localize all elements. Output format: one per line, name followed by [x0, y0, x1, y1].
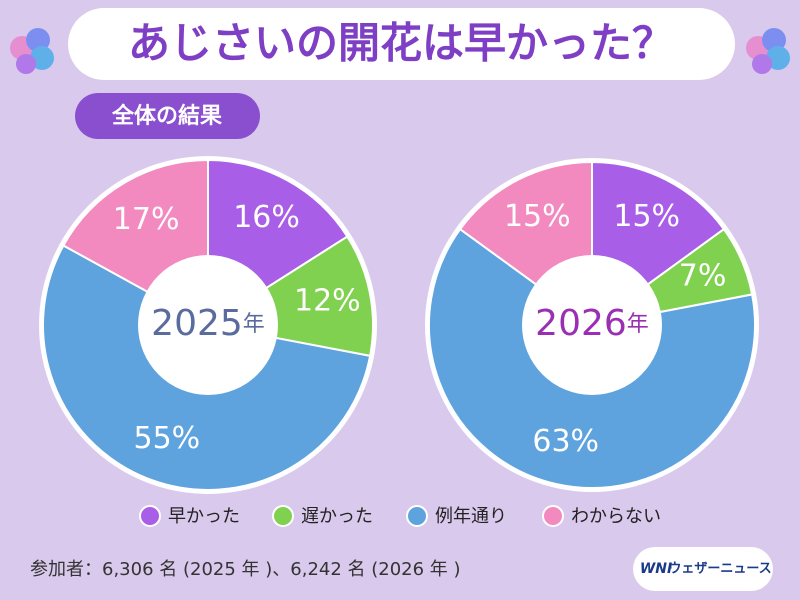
center-label: 2025年 [151, 303, 265, 344]
legend-label: 遅かった [301, 506, 373, 527]
legend-label: 例年通り [435, 506, 507, 527]
logo-pill [633, 547, 773, 591]
legend-label: 早かった [168, 506, 240, 527]
value-label: 15% [504, 199, 571, 234]
legend-swatch [542, 505, 564, 527]
value-label: 16% [233, 200, 300, 235]
title: あじさいの開花は早かった？ [128, 19, 674, 68]
subtitle: 全体の結果 [111, 103, 222, 129]
legend-swatch [272, 505, 294, 527]
logo-text: ウェザーニュース [668, 562, 771, 577]
legend-label: わからない [571, 506, 661, 527]
value-label: 15% [613, 199, 680, 234]
subtitle-pill [75, 93, 260, 139]
title-pill [68, 8, 735, 80]
legend-swatch [139, 505, 161, 527]
value-label: 17% [113, 202, 180, 237]
flower-right [746, 28, 790, 74]
value-label: 7% [679, 259, 727, 294]
pie-hole [138, 255, 278, 395]
pie-hole [522, 255, 662, 395]
footer: 参加者：6,306 名 (2025 年 )、6,242 名 (2026 年 ) [30, 559, 461, 580]
logo-mark: WNI [640, 561, 672, 577]
value-label: 12% [294, 284, 361, 319]
value-label: 63% [532, 424, 599, 459]
center-label: 2026年 [535, 303, 649, 344]
value-label: 55% [133, 421, 200, 456]
flower-left [10, 28, 54, 74]
legend-swatch [406, 505, 428, 527]
